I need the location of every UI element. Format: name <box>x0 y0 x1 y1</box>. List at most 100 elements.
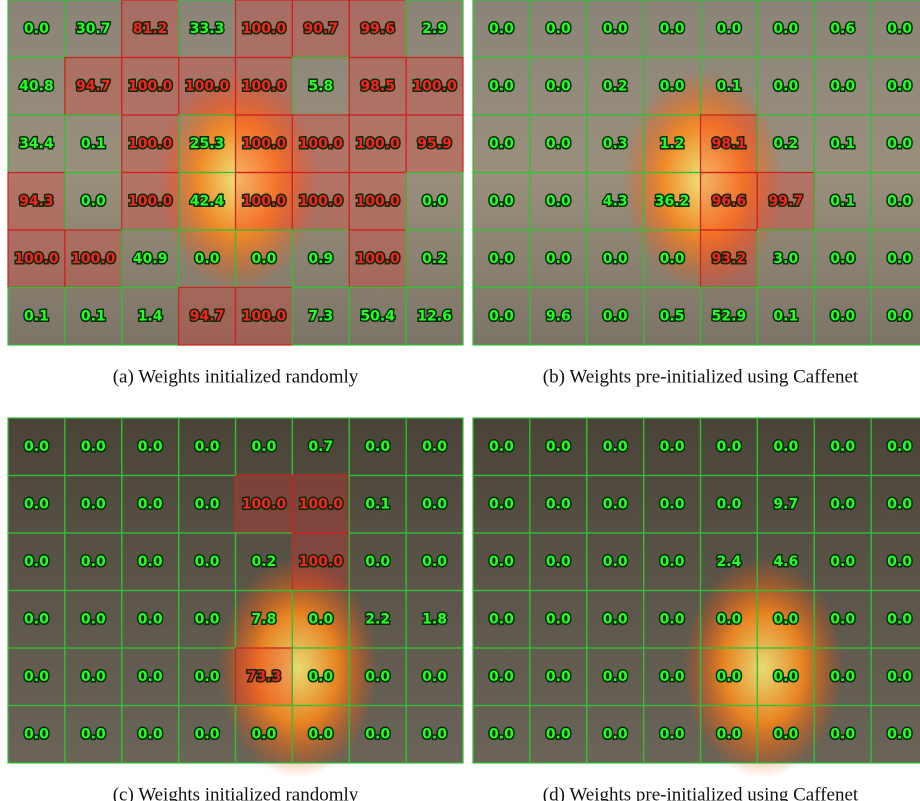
caption: (b) Weights pre-initialized using Caffen… <box>543 366 859 387</box>
cell-value: 9.6 <box>546 308 571 324</box>
cell-value: 0.0 <box>830 669 855 685</box>
cell-value: 0.2 <box>603 78 628 94</box>
cell-value: 0.0 <box>81 611 106 627</box>
caption: (a) Weights initialized randomly <box>113 366 359 387</box>
cell-value: 0.0 <box>195 439 220 455</box>
cell-value: 0.0 <box>138 611 163 627</box>
cell-value: 0.0 <box>603 251 628 267</box>
cell-value: 2.9 <box>422 21 447 37</box>
cell-value: 0.0 <box>887 554 912 570</box>
cell-value: 0.0 <box>830 251 855 267</box>
cell-value: 0.0 <box>773 726 798 742</box>
cell-value: 0.0 <box>81 669 106 685</box>
cell-value: 0.6 <box>830 21 855 37</box>
cell-value: 98.1 <box>712 136 747 152</box>
cell-value: 0.0 <box>422 726 447 742</box>
cell-value: 0.0 <box>830 611 855 627</box>
panel: 0.00.00.00.00.00.00.00.00.00.00.00.00.09… <box>473 418 920 778</box>
cell-value: 0.0 <box>546 439 571 455</box>
cell-value: 100.0 <box>299 496 344 512</box>
cell-value: 0.0 <box>138 496 163 512</box>
cell-value: 0.0 <box>603 554 628 570</box>
cell-value: 0.0 <box>830 308 855 324</box>
cell-value: 0.2 <box>252 554 277 570</box>
cell-value: 98.5 <box>360 78 395 94</box>
cell-value: 7.3 <box>308 308 333 324</box>
cell-value: 33.3 <box>190 21 225 37</box>
cell-value: 0.0 <box>717 726 742 742</box>
cell-value: 36.2 <box>655 193 690 209</box>
cell-value: 0.0 <box>365 669 390 685</box>
cell-value: 0.1 <box>24 308 49 324</box>
cell-value: 0.0 <box>365 726 390 742</box>
cell-value: 0.0 <box>252 251 277 267</box>
cell-value: 0.0 <box>81 193 106 209</box>
cell-value: 100.0 <box>14 251 59 267</box>
cell-value: 0.9 <box>308 251 333 267</box>
cell-value: 81.2 <box>133 21 168 37</box>
cell-value: 0.7 <box>308 439 333 455</box>
cell-value: 7.8 <box>252 611 277 627</box>
cell-value: 99.7 <box>769 193 804 209</box>
cell-value: 0.0 <box>24 611 49 627</box>
cell-value: 40.8 <box>19 78 54 94</box>
cell-value: 100.0 <box>242 136 287 152</box>
cell-value: 0.0 <box>138 554 163 570</box>
cell-value: 0.0 <box>660 439 685 455</box>
cell-value: 0.0 <box>773 669 798 685</box>
cell-value: 34.4 <box>19 136 54 152</box>
cell-value: 0.0 <box>887 193 912 209</box>
cell-value: 0.0 <box>546 726 571 742</box>
cell-value: 0.0 <box>773 21 798 37</box>
caption: (c) Weights initialized randomly <box>113 784 359 801</box>
cell-value: 0.0 <box>546 136 571 152</box>
cell-value: 0.0 <box>24 496 49 512</box>
cell-value: 0.0 <box>887 726 912 742</box>
cell-value: 100.0 <box>71 251 116 267</box>
cell-value: 95.9 <box>417 136 452 152</box>
cell-value: 0.0 <box>660 726 685 742</box>
cell-value: 1.4 <box>138 308 163 324</box>
cell-value: 0.0 <box>546 193 571 209</box>
cell-value: 52.9 <box>712 308 747 324</box>
cell-value: 0.0 <box>195 496 220 512</box>
cell-value: 0.2 <box>422 251 447 267</box>
cell-value: 0.0 <box>830 78 855 94</box>
cell-value: 0.0 <box>252 439 277 455</box>
cell-value: 0.0 <box>830 496 855 512</box>
cell-value: 100.0 <box>356 251 401 267</box>
cell-value: 1.8 <box>422 611 447 627</box>
cell-value: 0.1 <box>717 78 742 94</box>
cell-value: 0.0 <box>489 136 514 152</box>
cell-value: 25.3 <box>190 136 225 152</box>
cell-value: 100.0 <box>299 193 344 209</box>
cell-value: 0.0 <box>830 726 855 742</box>
cell-value: 1.2 <box>660 136 685 152</box>
cell-value: 0.0 <box>546 611 571 627</box>
cell-value: 0.0 <box>546 21 571 37</box>
cell-value: 0.0 <box>887 251 912 267</box>
cell-value: 0.0 <box>308 611 333 627</box>
cell-value: 0.1 <box>830 193 855 209</box>
cell-value: 0.0 <box>422 193 447 209</box>
cell-value: 0.1 <box>773 308 798 324</box>
cell-value: 0.0 <box>603 308 628 324</box>
cell-value: 0.0 <box>660 496 685 512</box>
cell-value: 0.0 <box>422 669 447 685</box>
cell-value: 2.2 <box>365 611 390 627</box>
cell-value: 0.0 <box>489 251 514 267</box>
cell-value: 0.0 <box>195 554 220 570</box>
cell-value: 0.0 <box>887 308 912 324</box>
cell-value: 30.7 <box>76 21 111 37</box>
cell-value: 0.0 <box>830 439 855 455</box>
cell-value: 0.0 <box>195 726 220 742</box>
cell-value: 0.0 <box>138 726 163 742</box>
cell-value: 100.0 <box>128 193 173 209</box>
cell-value: 0.0 <box>603 496 628 512</box>
cell-value: 0.0 <box>81 554 106 570</box>
cell-value: 0.0 <box>717 21 742 37</box>
cell-value: 0.0 <box>660 669 685 685</box>
cell-value: 4.6 <box>773 554 798 570</box>
panel: 0.0 0.0 0.0 0.0 0.0 0.0 0.6 0.0 0.0 0.0 0.2 0.0 0.1 0… <box>473 0 920 345</box>
